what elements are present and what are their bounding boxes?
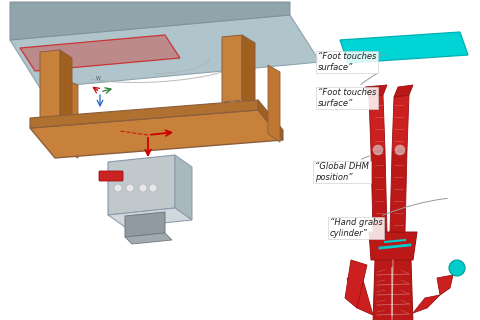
Polygon shape: [365, 85, 387, 97]
Polygon shape: [413, 295, 440, 313]
Text: “Global DHM
position”: “Global DHM position”: [315, 156, 370, 182]
Polygon shape: [175, 155, 192, 220]
Polygon shape: [258, 100, 283, 140]
Polygon shape: [390, 150, 407, 232]
Circle shape: [449, 260, 465, 276]
Polygon shape: [347, 278, 373, 315]
Text: “Hand grabs
cylinder”: “Hand grabs cylinder”: [330, 198, 447, 238]
Polygon shape: [108, 155, 175, 215]
Text: “Foot touches
surface”: “Foot touches surface”: [318, 73, 378, 108]
Polygon shape: [108, 208, 192, 227]
Polygon shape: [369, 95, 385, 152]
Circle shape: [373, 145, 383, 155]
Polygon shape: [369, 232, 417, 260]
Polygon shape: [242, 35, 255, 108]
FancyBboxPatch shape: [99, 171, 123, 181]
Circle shape: [149, 184, 157, 192]
Polygon shape: [10, 2, 290, 40]
Text: W: W: [96, 76, 100, 81]
Text: “Foot touches
surface”: “Foot touches surface”: [318, 52, 385, 72]
Circle shape: [114, 184, 122, 192]
Polygon shape: [30, 100, 258, 128]
Polygon shape: [125, 212, 165, 237]
Polygon shape: [437, 275, 453, 295]
Polygon shape: [392, 95, 409, 152]
Polygon shape: [125, 233, 172, 244]
Polygon shape: [345, 260, 367, 308]
Polygon shape: [20, 35, 180, 71]
Polygon shape: [394, 85, 413, 97]
Polygon shape: [371, 150, 387, 232]
Polygon shape: [373, 260, 413, 320]
Circle shape: [139, 184, 147, 192]
Polygon shape: [222, 35, 242, 102]
Polygon shape: [30, 110, 283, 158]
Polygon shape: [340, 32, 468, 63]
Polygon shape: [268, 65, 280, 142]
Polygon shape: [40, 50, 60, 118]
Circle shape: [395, 145, 405, 155]
Polygon shape: [10, 15, 320, 88]
Polygon shape: [60, 50, 72, 124]
Polygon shape: [66, 80, 78, 158]
Circle shape: [126, 184, 134, 192]
